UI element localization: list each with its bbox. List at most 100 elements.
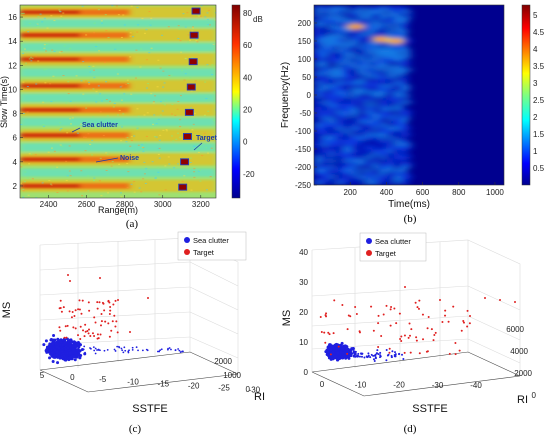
scatter-point-target (355, 313, 358, 316)
spectral-patch (342, 9, 349, 14)
spectral-patch (392, 119, 404, 124)
spectral-patch (385, 83, 396, 89)
speckle (102, 135, 105, 137)
panel-c-legend-clutter: Sea clutter (193, 236, 229, 245)
scatter-point-clutter (363, 356, 366, 359)
speckle (143, 173, 146, 175)
speckle (208, 24, 211, 26)
scatter-point-clutter (118, 345, 120, 348)
scatter-point-target (79, 325, 82, 328)
speckle (157, 171, 160, 173)
noise-band (20, 43, 216, 52)
spectral-patch (314, 77, 324, 82)
spectral-patch (357, 48, 365, 53)
target-marker (189, 31, 199, 39)
panel-a-caption: (a) (126, 218, 139, 230)
y-tick-label: 10 (299, 338, 308, 347)
speckle (139, 66, 142, 68)
spectral-patch (320, 19, 331, 24)
scatter-point-clutter (113, 348, 116, 351)
speckle (144, 142, 147, 144)
speckle (151, 161, 154, 163)
scatter-point-target (415, 336, 418, 339)
speckle (43, 45, 46, 47)
spectral-patch (385, 161, 395, 166)
scatter-point-target (337, 345, 340, 348)
scatter-point-clutter (391, 350, 394, 353)
speckle (142, 147, 145, 149)
speckle (150, 127, 153, 129)
spectral-patch (378, 12, 387, 17)
speckle (118, 163, 121, 165)
speckle (199, 15, 202, 17)
scatter-point-target (70, 316, 73, 319)
scatter-point-target (434, 331, 437, 334)
spectral-patch (349, 70, 359, 76)
colorbar-tick-label: 4.5 (533, 28, 545, 37)
x-tick-label: 0 (70, 373, 75, 382)
scatter-point-clutter (51, 342, 55, 346)
speckle (120, 36, 123, 38)
scatter-point-clutter (348, 351, 351, 354)
speckle (112, 106, 115, 108)
panel-c: 5 0 -5 -10 -15 -20 -25 -30 0 1000 2000 SSTFE MS R… (1, 231, 265, 435)
spectral-patch (321, 61, 329, 66)
spectral-patch (328, 48, 335, 53)
speckle (183, 79, 186, 81)
speckle (158, 194, 161, 196)
spectral-patch (385, 96, 396, 102)
panel-c-caption: (c) (129, 423, 142, 435)
scatter-point-clutter (326, 353, 330, 357)
clutter-band-peak (20, 57, 80, 62)
scatter-point-target (458, 349, 461, 352)
spectral-patch (392, 125, 404, 131)
speckle (80, 80, 83, 82)
spectral-patch (386, 158, 394, 163)
spectral-patch (400, 28, 409, 34)
panel-c-back-top (39, 237, 191, 352)
spectral-patch (349, 64, 358, 69)
spectral-patch (327, 74, 338, 79)
spectral-patch (350, 116, 357, 121)
scatter-point-target (66, 324, 69, 327)
x-tick-label: -30 (432, 381, 444, 390)
spectral-patch (400, 112, 411, 118)
speckle (82, 60, 85, 62)
scatter-point-target (100, 320, 103, 323)
spectral-patch (314, 177, 322, 183)
scatter-point-target (385, 304, 388, 307)
speckle (37, 16, 40, 18)
scatter-point-target (499, 299, 501, 301)
scatter-point-clutter (77, 352, 81, 356)
speckle (129, 145, 132, 147)
scatter-point-clutter (68, 351, 72, 355)
speckle (136, 128, 139, 130)
spectral-patch (314, 28, 322, 34)
speckle (190, 107, 193, 109)
panel-c-grid-side (189, 237, 239, 374)
speckle (146, 112, 149, 114)
scatter-point-target (395, 322, 398, 325)
spectral-patch (364, 38, 371, 43)
spectral-patch (320, 12, 332, 17)
speckle (92, 88, 95, 90)
speckle (97, 85, 100, 87)
spectral-patch (314, 70, 323, 76)
spectral-patch (349, 174, 358, 179)
panel-c-legend: Sea clutter Target (177, 231, 247, 261)
scatter-point-clutter (55, 345, 59, 349)
speckle (161, 34, 164, 36)
speckle (60, 50, 63, 52)
spectral-patch (400, 106, 408, 111)
speckle (163, 82, 166, 84)
scatter-point-target (328, 333, 331, 336)
spectral-patch (342, 64, 352, 69)
speckle (176, 108, 179, 110)
spectral-patch (364, 106, 373, 111)
spectral-patch (378, 28, 389, 34)
spectral-patch (386, 70, 395, 76)
speckle (143, 114, 146, 116)
scatter-point-target (93, 316, 96, 319)
y-tick-label: 12 (8, 61, 17, 70)
speckle (206, 64, 209, 66)
